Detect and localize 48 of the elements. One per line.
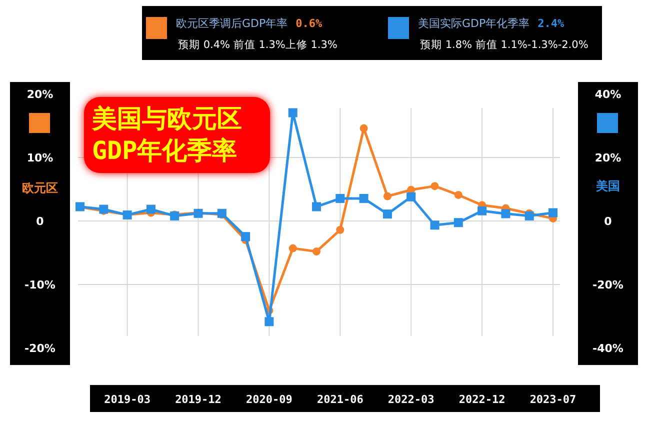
- y2-tick-label: -20%: [592, 278, 624, 292]
- point: [430, 182, 439, 190]
- legend-label: 欧元区季调后GDP年率: [176, 17, 288, 30]
- text: 2.4%: [538, 17, 565, 30]
- point: [312, 247, 320, 256]
- point: [264, 317, 274, 326]
- x-tick-label: 2022-12: [458, 393, 506, 406]
- y-tick-label: -20%: [24, 342, 56, 355]
- point: [406, 192, 416, 202]
- point: [288, 244, 297, 252]
- y2-tick-label: 0: [604, 215, 612, 228]
- y-tick-label: -10%: [24, 278, 56, 292]
- x-tick-label: 2021-06: [316, 393, 364, 406]
- text: 美国与欧元区GDP年化季率: [84, 97, 270, 173]
- text: 0.6%: [296, 17, 323, 30]
- point: [336, 226, 344, 234]
- y2-tick-label: 40%: [594, 88, 622, 101]
- x-tick-label: 2019-12: [175, 393, 222, 406]
- legend-label: 美国实际GDP年化季率: [418, 17, 530, 30]
- point: [524, 211, 534, 220]
- point: [241, 232, 250, 242]
- point: [288, 108, 298, 118]
- text: 预期 1.8% 前值 1.1%-1.3%-2.0%: [420, 39, 588, 51]
- point: [383, 192, 392, 200]
- point: [478, 206, 487, 216]
- point: [430, 220, 440, 230]
- y2-axis-title: 美国: [595, 179, 620, 193]
- point: [146, 204, 156, 214]
- y-tick-label: 10%: [26, 152, 54, 164]
- x-tick-label: 2019-03: [104, 393, 150, 406]
- point: [312, 202, 321, 212]
- point: [454, 218, 463, 228]
- x-tick-label: 2022-03: [388, 393, 434, 406]
- y2-tick-label: -40%: [592, 342, 624, 355]
- point: [360, 124, 368, 132]
- point: [501, 209, 510, 218]
- x-tick-label: 2023-07: [530, 393, 576, 406]
- point: [336, 194, 345, 203]
- text: 预期 0.4% 前值 1.3%上修 1.3%: [178, 38, 338, 51]
- point: [382, 210, 392, 219]
- point: [548, 208, 558, 218]
- y-tick-label: 20%: [26, 88, 54, 101]
- y2-tick-label: 20%: [594, 152, 622, 164]
- y-tick-label: 0: [36, 215, 44, 228]
- point: [454, 190, 462, 199]
- y-axis-title: 欧元区: [22, 181, 58, 195]
- x-tick-label: 2020-09: [246, 393, 292, 406]
- point: [359, 194, 368, 203]
